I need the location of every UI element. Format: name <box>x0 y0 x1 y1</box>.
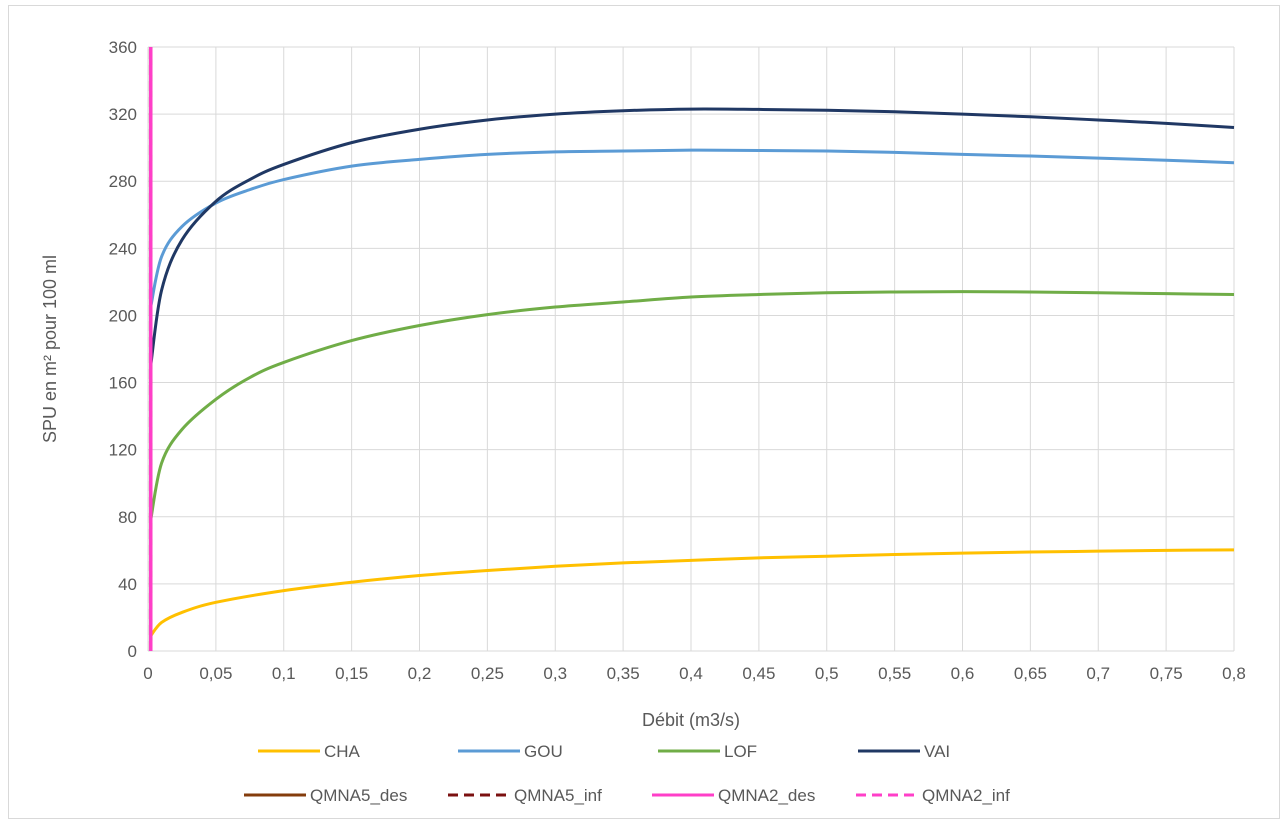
x-tick-label: 0,1 <box>272 664 296 683</box>
legend-label: QMNA5_des <box>310 786 407 805</box>
x-tick-label: 0,75 <box>1150 664 1183 683</box>
x-tick-label: 0,7 <box>1086 664 1110 683</box>
series-line-lof <box>149 290 1235 521</box>
legend-label: QMNA2_des <box>718 786 815 805</box>
y-tick-label: 160 <box>109 374 137 393</box>
x-axis-title: Débit (m3/s) <box>642 710 740 730</box>
legend-label: CHA <box>324 742 361 761</box>
y-tick-label: 120 <box>109 441 137 460</box>
y-tick-label: 320 <box>109 105 137 124</box>
x-tick-label: 0,15 <box>335 664 368 683</box>
y-tick-label: 360 <box>109 38 137 57</box>
x-tick-label: 0,2 <box>408 664 432 683</box>
x-tick-label: 0,65 <box>1014 664 1047 683</box>
x-tick-label: 0,25 <box>471 664 504 683</box>
chart-frame <box>8 5 1280 819</box>
y-tick-label: 240 <box>109 239 137 258</box>
x-tick-label: 0,4 <box>679 664 703 683</box>
x-tick-label: 0,3 <box>543 664 567 683</box>
legend-label: GOU <box>524 742 563 761</box>
y-tick-label: 200 <box>109 306 137 325</box>
y-tick-label: 280 <box>109 172 137 191</box>
y-tick-label: 80 <box>118 508 137 527</box>
x-tick-label: 0,45 <box>742 664 775 683</box>
legend-label: VAI <box>924 742 950 761</box>
legend-label: LOF <box>724 742 757 761</box>
x-tick-label: 0,35 <box>607 664 640 683</box>
x-tick-label: 0,6 <box>951 664 975 683</box>
x-tick-label: 0,55 <box>878 664 911 683</box>
x-tick-label: 0,05 <box>199 664 232 683</box>
legend-label: QMNA5_inf <box>514 786 602 805</box>
series-line-cha <box>149 548 1235 637</box>
legend-label: QMNA2_inf <box>922 786 1010 805</box>
x-tick-label: 0,5 <box>815 664 839 683</box>
x-tick-label: 0,8 <box>1222 664 1246 683</box>
x-tick-label: 0 <box>143 664 152 683</box>
y-axis-title: SPU en m² pour 100 ml <box>40 255 60 443</box>
series-line-gou <box>149 148 1235 308</box>
y-tick-label: 40 <box>118 575 137 594</box>
y-tick-label: 0 <box>128 642 137 661</box>
series-line-vai <box>149 107 1235 366</box>
